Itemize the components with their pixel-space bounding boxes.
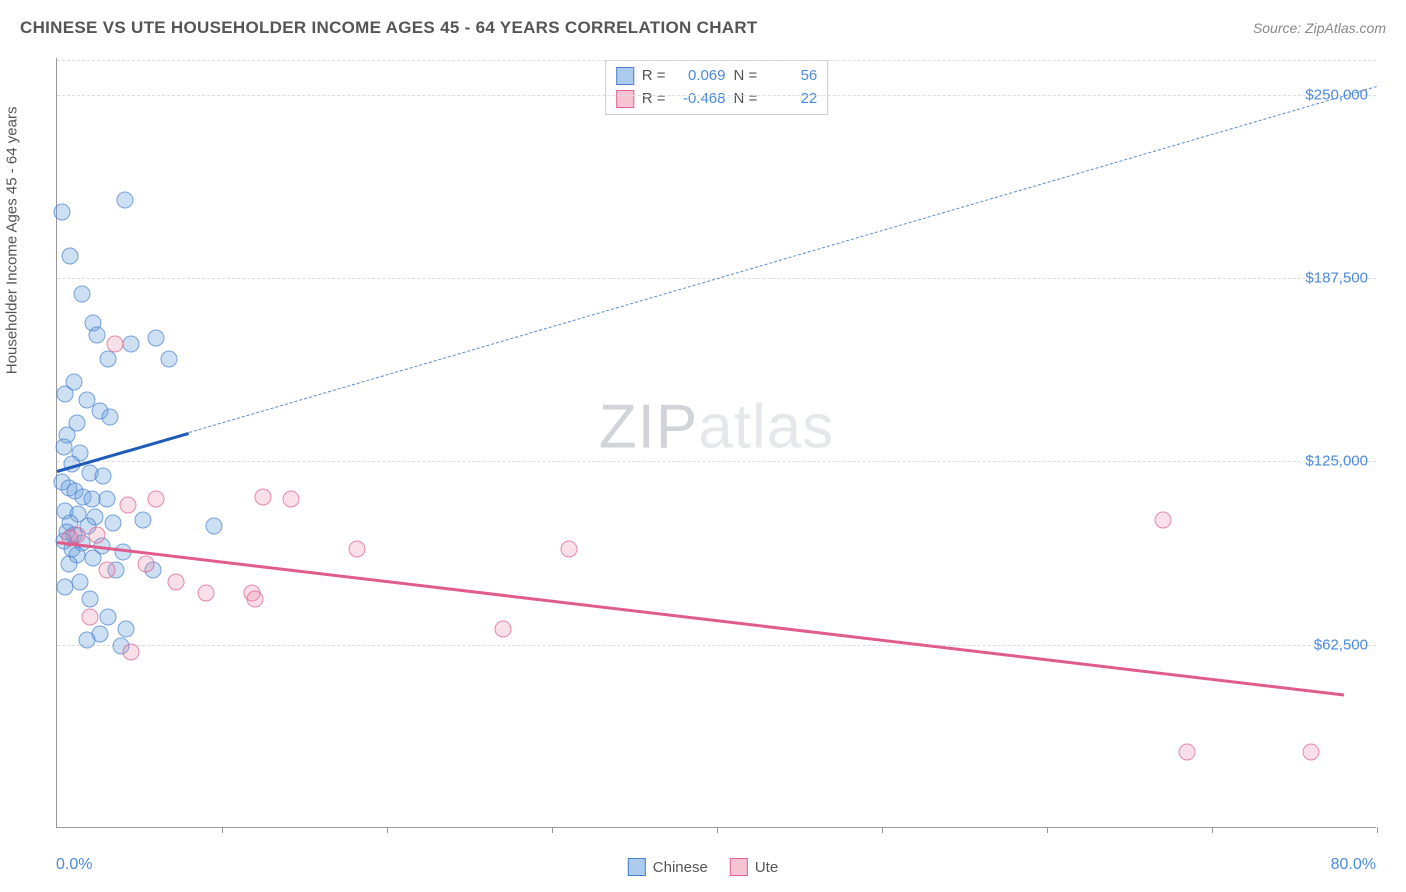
scatter-point-pink	[106, 336, 123, 353]
gridline	[57, 645, 1376, 646]
scatter-point-blue	[78, 632, 95, 649]
n-value-chinese: 56	[765, 65, 817, 88]
scatter-point-blue	[205, 517, 222, 534]
trend-line-pink-solid	[57, 541, 1344, 697]
scatter-point-blue	[57, 579, 74, 596]
y-tick-label: $250,000	[1305, 86, 1368, 103]
gridline-top	[57, 60, 1376, 61]
scatter-point-blue	[72, 573, 89, 590]
scatter-point-blue	[105, 514, 122, 531]
scatter-point-pink	[98, 561, 115, 578]
gridline	[57, 461, 1376, 462]
scatter-point-pink	[255, 488, 272, 505]
scatter-point-pink	[82, 608, 99, 625]
r-label: R =	[642, 65, 666, 88]
trend-line-dashed	[189, 86, 1377, 433]
x-tick	[222, 827, 223, 833]
scatter-point-pink	[560, 541, 577, 558]
x-tick	[882, 827, 883, 833]
stats-row-ute: R = -0.468 N = 22	[616, 88, 818, 111]
r-value-chinese: 0.069	[674, 65, 726, 88]
scatter-point-blue	[82, 591, 99, 608]
scatter-point-blue	[62, 248, 79, 265]
x-tick	[1377, 827, 1378, 833]
source-attribution: Source: ZipAtlas.com	[1253, 20, 1386, 36]
y-tick-label: $62,500	[1314, 636, 1368, 653]
swatch-blue-icon	[616, 67, 634, 85]
stats-legend-box: R = 0.069 N = 56 R = -0.468 N = 22	[605, 60, 829, 115]
r-value-ute: -0.468	[674, 88, 726, 111]
scatter-point-blue	[161, 350, 178, 367]
legend-swatch-blue-icon	[628, 858, 646, 876]
swatch-pink-icon	[616, 90, 634, 108]
x-tick	[552, 827, 553, 833]
plot-area: ZIPatlas R = 0.069 N = 56 R = -0.468 N =…	[56, 58, 1376, 828]
y-axis-label: Householder Income Ages 45 - 64 years	[4, 107, 21, 375]
scatter-point-pink	[1303, 743, 1320, 760]
scatter-point-blue	[53, 204, 70, 221]
x-tick	[1047, 827, 1048, 833]
scatter-point-pink	[1154, 512, 1171, 529]
chart-title: CHINESE VS UTE HOUSEHOLDER INCOME AGES 4…	[20, 18, 758, 38]
n-label: N =	[734, 65, 758, 88]
scatter-point-blue	[148, 330, 165, 347]
y-tick-label: $125,000	[1305, 453, 1368, 470]
watermark: ZIPatlas	[599, 392, 834, 463]
scatter-point-blue	[65, 374, 82, 391]
legend-item-chinese: Chinese	[628, 858, 708, 876]
stats-row-chinese: R = 0.069 N = 56	[616, 65, 818, 88]
scatter-point-blue	[100, 350, 117, 367]
x-tick	[1212, 827, 1213, 833]
scatter-point-pink	[494, 620, 511, 637]
n-value-ute: 22	[765, 88, 817, 111]
scatter-point-blue	[98, 491, 115, 508]
scatter-point-pink	[148, 491, 165, 508]
watermark-zip: ZIP	[599, 393, 698, 462]
gridline	[57, 95, 1376, 96]
scatter-point-blue	[88, 327, 105, 344]
scatter-point-blue	[55, 438, 72, 455]
scatter-point-blue	[73, 286, 90, 303]
scatter-point-pink	[197, 585, 214, 602]
scatter-point-pink	[167, 573, 184, 590]
x-axis-min-label: 0.0%	[56, 856, 92, 874]
scatter-point-pink	[247, 591, 264, 608]
legend-label-ute: Ute	[755, 859, 778, 876]
x-tick	[387, 827, 388, 833]
x-axis-max-label: 80.0%	[1331, 856, 1376, 874]
n-label-2: N =	[734, 88, 758, 111]
scatter-point-blue	[118, 620, 135, 637]
scatter-point-pink	[283, 491, 300, 508]
scatter-point-pink	[119, 497, 136, 514]
scatter-point-pink	[1179, 743, 1196, 760]
legend-bottom: Chinese Ute	[628, 858, 778, 876]
scatter-point-blue	[60, 556, 77, 573]
scatter-point-blue	[134, 512, 151, 529]
r-label-2: R =	[642, 88, 666, 111]
scatter-point-blue	[100, 608, 117, 625]
legend-label-chinese: Chinese	[653, 859, 708, 876]
y-tick-label: $187,500	[1305, 270, 1368, 287]
watermark-atlas: atlas	[698, 393, 834, 462]
scatter-point-pink	[88, 526, 105, 543]
x-tick	[717, 827, 718, 833]
scatter-point-pink	[123, 644, 140, 661]
scatter-point-pink	[138, 556, 155, 573]
legend-swatch-pink-icon	[730, 858, 748, 876]
legend-item-ute: Ute	[730, 858, 778, 876]
scatter-point-blue	[123, 336, 140, 353]
scatter-point-blue	[116, 192, 133, 209]
scatter-point-pink	[349, 541, 366, 558]
scatter-point-blue	[101, 409, 118, 426]
scatter-point-blue	[95, 468, 112, 485]
